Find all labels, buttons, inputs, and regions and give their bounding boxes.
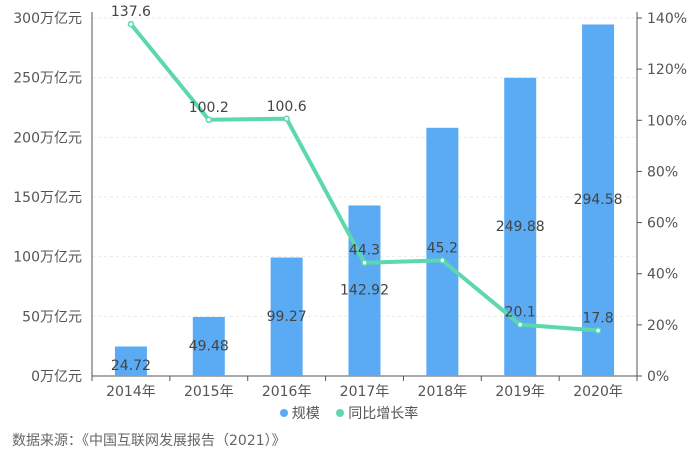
- bar-value-label: 24.72: [111, 358, 151, 374]
- growth-point: [439, 257, 446, 264]
- legend: 规模 同比增长率: [0, 403, 698, 423]
- bar: [192, 316, 225, 376]
- bar-value-label: 294.58: [574, 192, 623, 208]
- bar-value-label: 99.27: [267, 309, 307, 325]
- x-tick-label: 2018年: [418, 384, 468, 400]
- growth-value-label: 100.2: [189, 100, 229, 116]
- bar: [114, 346, 147, 376]
- bar: [426, 127, 459, 376]
- bar-value-label: 249.88: [496, 219, 545, 235]
- x-tick-label: 2019年: [495, 384, 545, 400]
- y-left-tick-label: 150万亿元: [13, 190, 82, 206]
- legend-item-scale[interactable]: 规模: [279, 403, 320, 423]
- x-tick-label: 2020年: [573, 384, 623, 400]
- legend-label-growth: 同比增长率: [348, 406, 419, 422]
- growth-value-label: 44.3: [349, 243, 380, 259]
- growth-value-label: 137.6: [111, 4, 151, 20]
- legend-label-scale: 规模: [291, 406, 320, 422]
- bar-value-label: 142.92: [340, 283, 389, 299]
- legend-item-growth[interactable]: 同比增长率: [336, 403, 418, 423]
- growth-value-label: 20.1: [505, 305, 536, 321]
- legend-marker-scale: [279, 409, 288, 417]
- x-tick-label: 2015年: [184, 384, 234, 400]
- bar: [270, 257, 303, 376]
- growth-point: [361, 259, 368, 266]
- growth-value-label: 45.2: [427, 240, 458, 256]
- growth-point: [594, 327, 602, 334]
- y-right-tick-label: 20%: [647, 318, 678, 334]
- growth-value-label: 17.8: [582, 310, 613, 326]
- x-tick-label: 2014年: [106, 384, 156, 400]
- y-right-tick-label: 40%: [647, 267, 678, 283]
- growth-point: [283, 115, 290, 123]
- y-right-tick-label: 100%: [647, 113, 687, 129]
- y-left-tick-label: 50万亿元: [22, 309, 82, 325]
- data-source-note: 数据来源：《中国互联网发展报告（2021）》: [12, 433, 286, 449]
- y-right-tick-label: 120%: [647, 62, 687, 78]
- y-right-tick-label: 0%: [647, 369, 669, 385]
- y-left-tick-label: 250万亿元: [13, 71, 82, 87]
- growth-point: [127, 20, 135, 28]
- y-right-tick-label: 60%: [647, 216, 678, 232]
- y-left-tick-label: 0万亿元: [31, 369, 82, 385]
- bar: [348, 205, 381, 376]
- y-left-tick-label: 300万亿元: [13, 11, 82, 27]
- x-tick-label: 2017年: [340, 384, 390, 400]
- x-tick-label: 2016年: [262, 384, 312, 400]
- bar-value-label: 49.48: [189, 338, 229, 354]
- y-left-tick-label: 200万亿元: [13, 130, 82, 146]
- y-right-tick-label: 80%: [647, 164, 678, 180]
- legend-marker-growth: [336, 409, 345, 417]
- chart: 0万亿元 50万亿元 100万亿元 150万亿元 200万亿元 250万亿元 300万亿元 0…: [13, 4, 687, 400]
- growth-point: [205, 116, 213, 124]
- y-left-tick-label: 100万亿元: [13, 250, 82, 266]
- bar: [582, 24, 615, 377]
- growth-value-label: 100.6: [267, 99, 307, 115]
- y-right-tick-label: 140%: [647, 11, 687, 27]
- growth-point: [516, 321, 524, 328]
